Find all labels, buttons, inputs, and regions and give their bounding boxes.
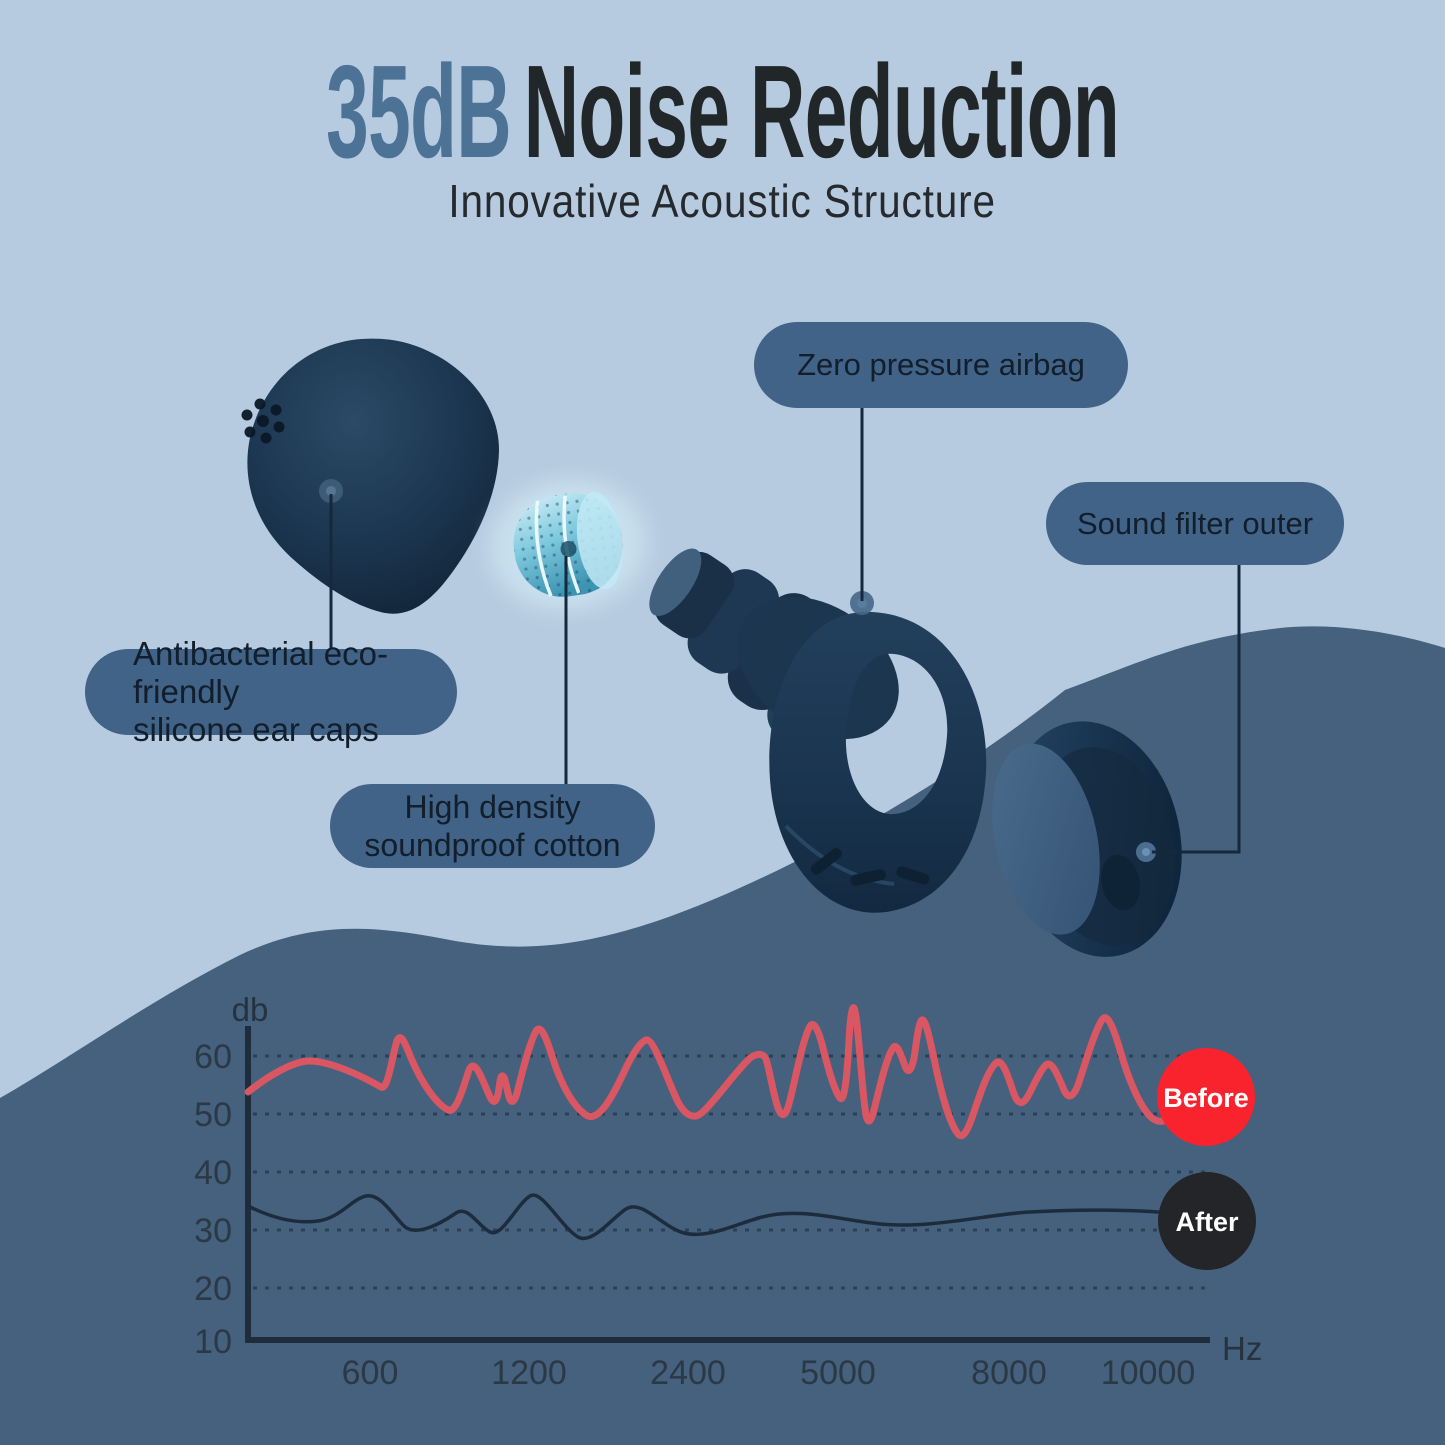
- noise-chart: db Hz 60 50 40 30 20 10 600 1200 2400 50…: [194, 991, 1262, 1392]
- callout-dot-core: [1142, 848, 1150, 856]
- title-db-value: 35dB: [326, 38, 511, 185]
- callout-label: Sound filter outer: [1076, 505, 1314, 541]
- callout-zero-pressure-airbag: Zero pressure airbag: [754, 322, 1128, 408]
- callout-label: Zero pressure airbag: [797, 347, 1085, 382]
- ear-cap-illustration: [241, 338, 500, 614]
- ring-vent-slots: [810, 847, 930, 886]
- product-exploded-view: [241, 338, 1182, 957]
- x-axis-unit: Hz: [1222, 1330, 1262, 1367]
- callout-label-line2: soundproof cotton: [364, 827, 621, 863]
- callout-sound-filter-outer: Sound filter outer: [1046, 482, 1344, 565]
- x-tick-2400: 2400: [650, 1354, 726, 1392]
- earplug-body-illustration: [649, 548, 987, 913]
- before-badge: Before: [1157, 1048, 1255, 1146]
- filter-disc-illustration: [992, 721, 1182, 957]
- page-subtitle: Innovative Acoustic Structure: [448, 175, 997, 227]
- page-title: 35dBNoise Reduction: [0, 38, 1445, 186]
- after-badge: After: [1158, 1172, 1256, 1270]
- y-tick-50: 50: [194, 1096, 232, 1134]
- y-tick-30: 30: [194, 1212, 232, 1250]
- callout-dot-core: [326, 486, 336, 496]
- callout-antibacterial-ear-caps: Antibacterial eco-friendly silicone ear …: [85, 635, 457, 748]
- x-tick-8000: 8000: [971, 1354, 1047, 1392]
- callout-label-line1: High density: [404, 789, 581, 825]
- x-tick-600: 600: [342, 1354, 399, 1392]
- callout-high-density-cotton: High density soundproof cotton: [330, 784, 655, 868]
- after-badge-label: After: [1175, 1207, 1238, 1237]
- callout-lines: [329, 408, 1241, 854]
- y-tick-60: 60: [194, 1038, 232, 1076]
- after-line: [246, 1193, 1160, 1241]
- callout-label-line2: silicone ear caps: [133, 711, 379, 748]
- callout-label-line1: Antibacterial eco-friendly: [133, 635, 388, 710]
- callout-line-filter: [1152, 564, 1241, 854]
- x-tick-1200: 1200: [491, 1354, 567, 1392]
- callout-dot-core: [857, 598, 867, 608]
- y-tick-10: 10: [194, 1323, 232, 1361]
- ear-cap-holes-icon: [241, 398, 285, 444]
- x-tick-5000: 5000: [800, 1354, 876, 1392]
- y-tick-40: 40: [194, 1154, 232, 1192]
- before-badge-label: Before: [1163, 1083, 1249, 1113]
- y-tick-20: 20: [194, 1270, 232, 1308]
- x-tick-10000: 10000: [1101, 1354, 1196, 1392]
- before-line: [244, 1004, 1167, 1140]
- y-axis-unit: db: [232, 991, 269, 1028]
- cotton-filter-illustration: [488, 478, 648, 612]
- title-text: Noise Reduction: [523, 38, 1120, 185]
